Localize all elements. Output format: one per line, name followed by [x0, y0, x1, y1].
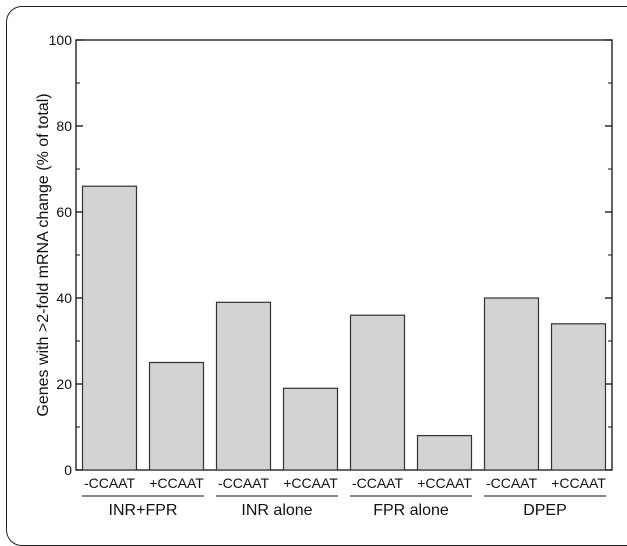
group-label: INR+FPR	[109, 502, 178, 517]
x-category-label: -CCAAT	[486, 475, 538, 491]
bar	[483, 297, 540, 471]
y-tick-label: 0	[64, 462, 72, 478]
bar	[282, 387, 339, 471]
y-tick-label: 80	[56, 118, 72, 134]
bar	[81, 185, 138, 471]
x-axis-labels: -CCAAT +CCAAT -CCAAT +CCAAT -CCAAT +CCAAT -CCA…	[84, 475, 606, 491]
x-category-label: +CCAAT	[417, 475, 472, 491]
group-labels: INR+FPR INR alone FPR alone DPEP	[82, 495, 606, 517]
x-category-label: +CCAAT	[283, 475, 338, 491]
y-tick-label: 100	[49, 32, 73, 48]
bar	[550, 323, 607, 471]
bar	[215, 301, 272, 471]
y-axis-label: Genes with >2-fold mRNA change (% of tot…	[35, 93, 52, 416]
group-label: DPEP	[523, 502, 567, 517]
x-category-label: +CCAAT	[149, 475, 204, 491]
bars	[81, 185, 607, 471]
x-category-label: -CCAAT	[84, 475, 136, 491]
y-axis: 0 20 40 60 80 100	[49, 32, 612, 478]
y-tick-label: 20	[56, 376, 72, 392]
bar	[349, 314, 406, 471]
y-tick-label: 40	[56, 290, 72, 306]
bar	[416, 435, 473, 471]
x-category-label: -CCAAT	[352, 475, 404, 491]
x-category-label: +CCAAT	[551, 475, 606, 491]
group-label: INR alone	[241, 502, 312, 517]
y-tick-label: 60	[56, 204, 72, 220]
group-label: FPR alone	[373, 502, 449, 517]
bar	[148, 361, 205, 471]
x-category-label: -CCAAT	[218, 475, 270, 491]
